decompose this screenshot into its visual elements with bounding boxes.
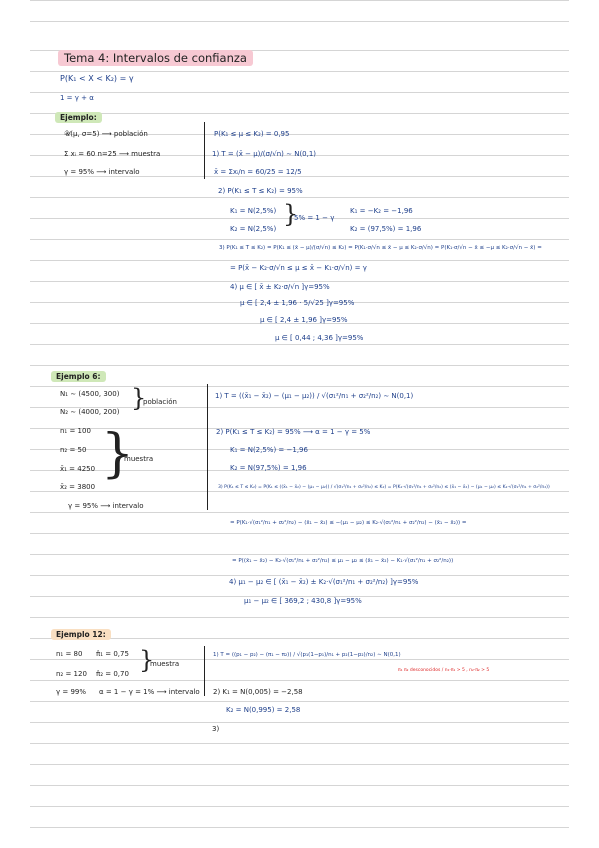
ej6-sample-brace: } bbox=[101, 424, 135, 484]
ej6-sample-1: n₁ = 100 bbox=[60, 427, 91, 435]
ej6-pop-1: N₁ ∼ (4500, 300) bbox=[60, 390, 120, 398]
ej6-pop-brace: } bbox=[131, 384, 147, 412]
ej1-r10: = P(x̄ − K₂·σ/√n ≤ μ ≤ x̄ − K₁·σ/√n) = γ bbox=[230, 264, 367, 272]
ej1-sample: Σ xᵢ = 60 n=25 ⟶ muestra bbox=[64, 150, 161, 158]
ej12-n2: n₂ = 120 bbox=[56, 670, 87, 678]
ej12-p1: π̂₁ = 0,75 bbox=[96, 650, 129, 658]
ej6-gamma: γ = 95% ⟶ intervalo bbox=[68, 502, 144, 510]
page-title: Tema 4: Intervalos de confianza bbox=[58, 50, 253, 66]
ej1-r12: μ ∈ [ 2,4 ± 1,96 · 5/√25 ]γ=95% bbox=[240, 299, 355, 307]
ej6-r7: 4) μ₁ − μ₂ ∈ [ (x̄₁ − x̄₂) ± K₂·√(σ₁²/n₁… bbox=[229, 578, 419, 586]
ej12-p2: π̂₂ = 0,70 bbox=[96, 670, 129, 678]
ej1-r6: 5% = 1 − γ bbox=[294, 214, 335, 222]
example-1-divider bbox=[204, 122, 205, 179]
ruled-paper bbox=[30, 0, 569, 848]
ej6-sample-3: x̄₁ = 4250 bbox=[60, 465, 96, 473]
ej6-sample-label: muestra bbox=[124, 455, 154, 463]
ej1-r14: μ ∈ [ 0,44 ; 4,36 ]γ=95% bbox=[275, 334, 364, 342]
ej1-r0: P(K₁ ≤ μ ≤ K₂) = 0,95 bbox=[214, 130, 290, 138]
ej1-r9: 3) P(K₁ ≤ T ≤ K₂) = P(K₁ ≤ (x̄ − μ)/(σ/√… bbox=[219, 245, 542, 251]
ej6-r3: K₂ = N(97,5%) = 1,96 bbox=[230, 464, 307, 472]
ej1-r11: 4) μ ∈ [ x̄ ± K₂·σ/√n ]γ=95% bbox=[230, 283, 330, 291]
ej6-r1: 2) P(K₁ ≤ T ≤ K₂) = 95% ⟶ α = 1 − γ = 5% bbox=[216, 428, 371, 436]
ej12-r3: 3) bbox=[212, 725, 220, 733]
ej12-r2: K₂ = N(0,995) = 2,58 bbox=[226, 706, 301, 714]
ej12-brace: } bbox=[139, 646, 155, 674]
example-12-heading: Ejemplo 12: bbox=[51, 629, 111, 640]
ej1-r1: 1) T = (x̄ − μ)/(σ/√n) ∼ N(0,1) bbox=[212, 150, 317, 158]
ej1-r3: 2) P(K₁ ≤ T ≤ K₂) = 95% bbox=[218, 187, 303, 195]
ej6-r4: 3) P(K₁ ≤ T ≤ K₂) = P(K₁ ≤ ((x̄₁ − x̄₂) … bbox=[218, 485, 550, 490]
ej6-pop-label: población bbox=[143, 398, 177, 406]
example-12-divider bbox=[204, 646, 205, 696]
ej6-r6: = P((x̄₁ − x̄₂) − K₂·√(σ₁²/n₁ + σ₂²/n₂) … bbox=[232, 558, 454, 564]
ej12-r0: 1) T = ((p₁ − p₂) − (π₁ − π₂)) / √(p₁(1−… bbox=[213, 652, 401, 658]
ej12-sample-label: muestra bbox=[150, 660, 180, 668]
ej12-r1: 2) K₁ = N(0,005) = −2,58 bbox=[213, 688, 303, 696]
ej1-r8: K₂ = (97,5%) = 1,96 bbox=[350, 225, 422, 233]
ej6-pop-2: N₂ ∼ (4000, 200) bbox=[60, 408, 120, 416]
ej1-population: 𝒰(μ, σ=5) ⟶ población bbox=[64, 130, 148, 138]
ej12-note: π₁ π₂ desconocidos / n₁·π₁ > 5 , n₂·π₂ >… bbox=[398, 668, 490, 673]
intro-line-1: P(K₁ < X < K₂) = γ bbox=[60, 74, 134, 83]
example-6-divider bbox=[207, 384, 208, 510]
ej6-sample-2: n₂ = 50 bbox=[60, 446, 87, 454]
example-6-heading: Ejemplo 6: bbox=[51, 371, 106, 382]
ej6-r2: K₁ = N(2,5%) = −1,96 bbox=[230, 446, 308, 454]
intro-line-2: 1 = γ + α bbox=[60, 94, 94, 102]
ej6-r0: 1) T = ((x̄₁ − x̄₂) − (μ₁ − μ₂)) / √(σ₁²… bbox=[215, 392, 414, 400]
ej1-brace: } bbox=[283, 200, 299, 228]
ej1-r5: K₂ = N(2,5%) bbox=[230, 225, 277, 233]
ej12-gamma: γ = 99% bbox=[56, 688, 87, 696]
ej6-r8: μ₁ − μ₂ ∈ [ 369,2 ; 430,8 ]γ=95% bbox=[244, 597, 362, 605]
ej1-r13: μ ∈ [ 2,4 ± 1,96 ]γ=95% bbox=[260, 316, 348, 324]
ej6-sample-4: x̄₂ = 3800 bbox=[60, 483, 96, 491]
ej1-r4: K₁ = N(2,5%) bbox=[230, 207, 277, 215]
ej1-r7: K₁ = −K₂ = −1,96 bbox=[350, 207, 413, 215]
ej1-r2: x̄ = Σxᵢ/n = 60/25 = 12/5 bbox=[214, 168, 302, 176]
ej1-interval: γ = 95% ⟶ intervalo bbox=[64, 168, 140, 176]
example-1-heading: Ejemplo: bbox=[55, 112, 102, 123]
ej6-r5: = P(K₁·√(σ₁²/n₁ + σ₂²/n₂) − (x̄₁ − x̄₂) … bbox=[230, 520, 467, 526]
ej12-alpha: α = 1 − γ = 1% ⟶ intervalo bbox=[99, 688, 200, 696]
ej12-n1: n₁ = 80 bbox=[56, 650, 83, 658]
